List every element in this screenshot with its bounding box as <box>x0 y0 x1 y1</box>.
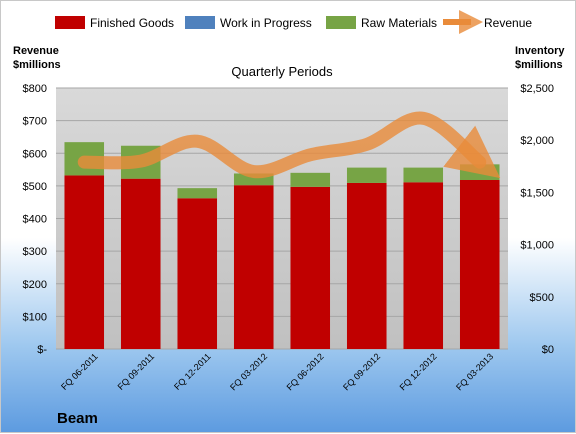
x-tick-label: FQ 03-2013 <box>454 351 495 392</box>
left-axis-ticks: $800 $700 $600 $500 $400 $300 $200 $100 $- <box>23 83 48 356</box>
left-tick-label: $300 <box>23 246 47 258</box>
left-tick-label: $800 <box>23 83 47 95</box>
x-axis-ticks: FQ 06-2011 FQ 09-2011 FQ 12-2011 FQ 03-2012… <box>59 351 495 392</box>
left-tick-label: $700 <box>23 116 47 128</box>
bar-finished-goods <box>177 198 217 349</box>
left-axis-title-line2: $millions <box>13 59 61 71</box>
bar-finished-goods <box>64 175 104 349</box>
x-tick-label: FQ 12-2011 <box>172 351 213 392</box>
bar-finished-goods <box>234 185 274 349</box>
left-axis-title-line1: Revenue <box>13 45 59 57</box>
left-tick-label: $200 <box>23 279 47 291</box>
bar-finished-goods <box>460 180 500 349</box>
bar-raw-materials <box>177 188 217 198</box>
legend-label-finished-goods: Finished Goods <box>90 16 174 30</box>
bar-raw-materials <box>290 173 330 187</box>
legend-swatch-raw-materials <box>326 16 356 29</box>
x-tick-label: FQ 12-2012 <box>398 351 439 392</box>
right-axis-ticks: $2,500 $2,000 $1,500 $1,000 $500 $0 <box>520 83 554 356</box>
bar-raw-materials <box>347 168 387 183</box>
left-tick-label: $600 <box>23 148 47 160</box>
bar-finished-goods <box>347 183 387 349</box>
legend-swatch-work-in-progress <box>185 16 215 29</box>
right-tick-label: $1,000 <box>520 240 554 252</box>
left-tick-label: $400 <box>23 214 47 226</box>
x-tick-label: FQ 09-2011 <box>116 351 157 392</box>
bar-finished-goods <box>290 187 330 349</box>
right-axis-title-line1: Inventory <box>515 45 565 57</box>
x-tick-label: FQ 06-2012 <box>285 351 326 392</box>
left-tick-label: $100 <box>23 311 47 323</box>
x-tick-label: FQ 06-2011 <box>59 351 100 392</box>
legend-swatch-finished-goods <box>55 16 85 29</box>
right-tick-label: $0 <box>542 344 554 356</box>
bar-raw-materials <box>403 168 443 183</box>
bar-finished-goods <box>403 182 443 349</box>
right-axis-title-line2: $millions <box>515 59 563 71</box>
x-tick-label: FQ 09-2012 <box>341 351 382 392</box>
legend-label-work-in-progress: Work in Progress <box>220 16 312 30</box>
legend: Finished Goods Work in Progress Raw Mate… <box>55 16 532 30</box>
right-tick-label: $500 <box>530 292 554 304</box>
left-tick-label: $500 <box>23 181 47 193</box>
bar-finished-goods <box>121 179 161 349</box>
legend-label-revenue: Revenue <box>484 16 532 30</box>
left-tick-label: $- <box>37 344 47 356</box>
right-tick-label: $1,500 <box>520 187 554 199</box>
x-tick-label: FQ 03-2012 <box>228 351 269 392</box>
right-tick-label: $2,000 <box>520 135 554 147</box>
right-tick-label: $2,500 <box>520 83 554 95</box>
plot-title: Quarterly Periods <box>231 64 333 79</box>
legend-label-raw-materials: Raw Materials <box>361 16 437 30</box>
company-name: Beam <box>57 410 98 427</box>
